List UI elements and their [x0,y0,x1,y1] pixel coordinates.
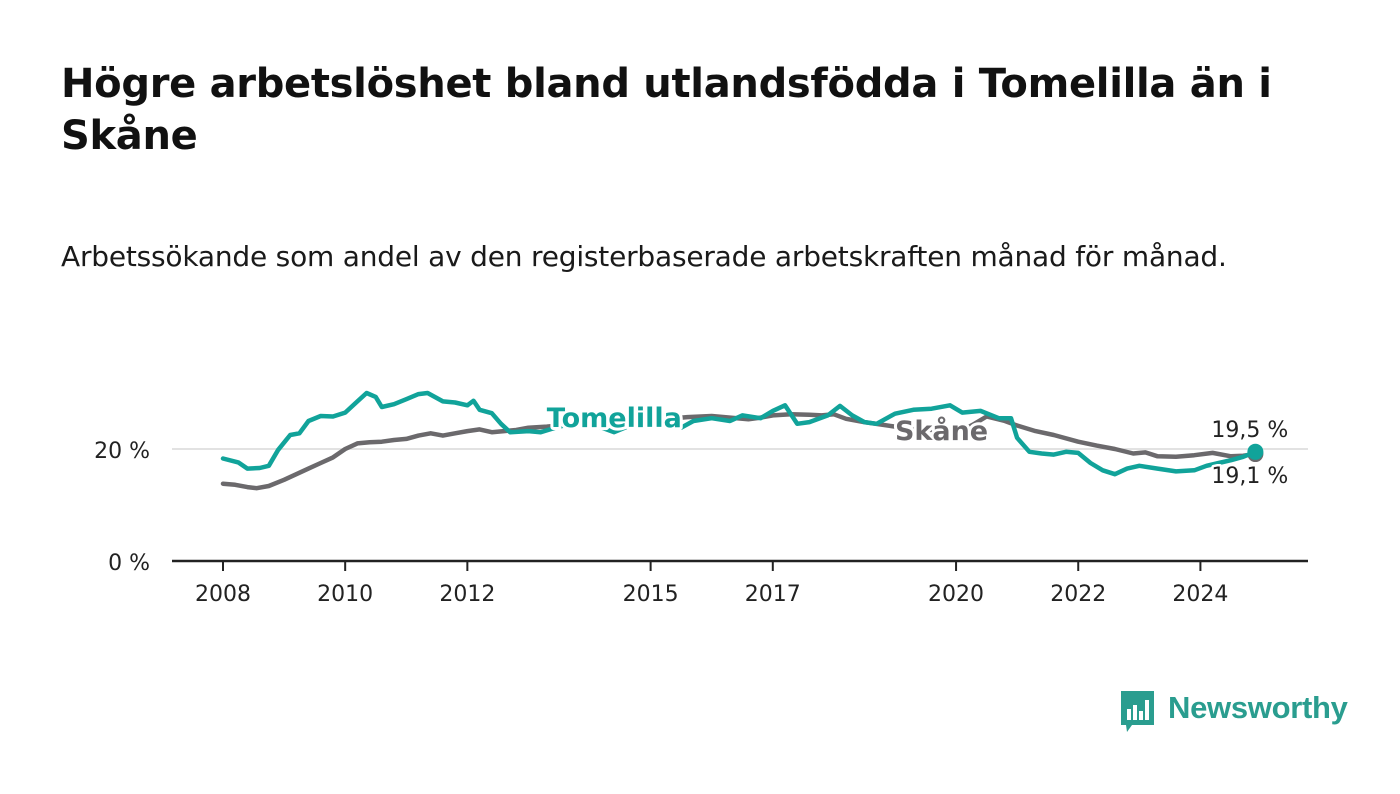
x-tick-label: 2008 [195,582,251,607]
x-tick-label: 2017 [745,582,801,607]
x-tick-label: 2022 [1050,582,1106,607]
chart-subtitle: Arbetssökande som andel av den registerb… [61,240,1227,273]
series-line-tomelilla [220,390,1258,477]
x-tick-label: 2010 [317,582,373,607]
series-end-label: 19,1 % [1211,464,1288,489]
series-name-label: Tomelilla [547,403,682,434]
series-lines [220,390,1264,491]
x-tick-label: 2024 [1172,582,1228,607]
brand-logo: Newsworthy [1118,688,1348,736]
newsworthy-logo-icon [1121,691,1154,732]
series-end-label: 19,5 % [1211,418,1288,443]
series-name-label: Skåne [895,415,988,447]
x-tick-label: 2020 [928,582,984,607]
x-tick-label: 2012 [439,582,495,607]
y-axis: 0 % 20 % [94,439,150,576]
series-end-point [1247,443,1264,460]
y-tick-label: 0 % [108,551,150,576]
y-tick-label: 20 % [94,439,150,464]
series-labels: Tomelilla Skåne 19,5 % 19,1 % [544,400,1291,491]
x-tick-label: 2015 [623,582,679,607]
chart-title: Högre arbetslöshet bland utlandsfödda i … [61,61,1272,159]
series-line-skåne [220,412,1258,491]
brand-name: Newsworthy [1168,690,1348,725]
x-axis: 2008 2010 2012 2015 2017 2020 2022 2024 [172,559,1308,607]
